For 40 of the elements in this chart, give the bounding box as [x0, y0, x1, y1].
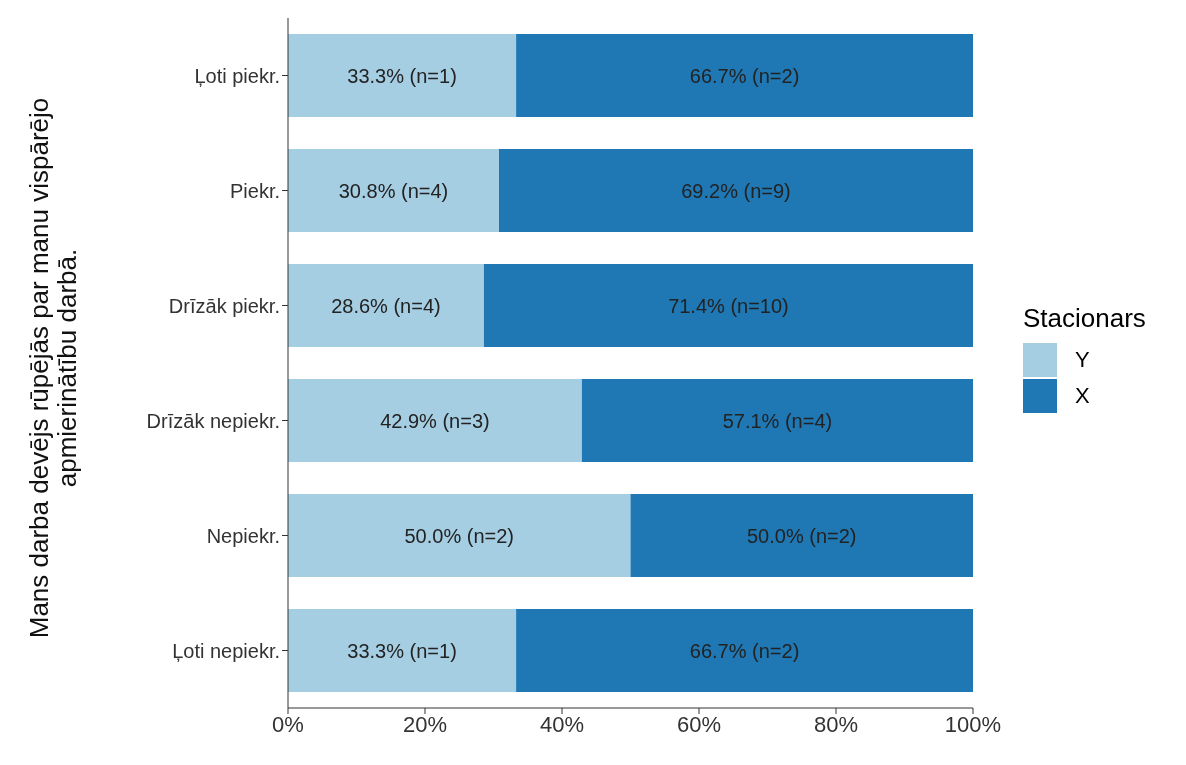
y-tick-label: Nepiekr. [206, 524, 280, 547]
legend-label: X [1075, 383, 1090, 409]
bar [630, 494, 973, 578]
x-tick-label: 0% [272, 711, 304, 737]
data-label: 57.1% (n=4) [722, 409, 833, 432]
bar [498, 149, 973, 233]
x-tick-label: 60% [676, 711, 722, 737]
bar [581, 379, 973, 463]
bar [516, 34, 973, 118]
y-tick-label: Ļoti piekr. [194, 64, 280, 87]
bar [288, 34, 517, 118]
x-tick-label: 20% [402, 711, 448, 737]
legend-label: Y [1075, 347, 1090, 373]
x-tick-label: 40% [539, 711, 585, 737]
legend-title: Stacionars [1023, 303, 1146, 334]
data-label: 33.3% (n=1) [347, 64, 457, 87]
y-tick-label: Piekr. [229, 179, 280, 202]
data-label: 66.7% (n=2) [689, 64, 800, 87]
bar [288, 494, 631, 578]
y-tick-label: Ļoti nepiekr. [172, 639, 280, 662]
bar [483, 264, 973, 348]
data-label: 28.6% (n=4) [331, 294, 441, 317]
bar [288, 264, 484, 348]
data-label: 33.3% (n=1) [347, 639, 457, 662]
data-label: 69.2% (n=9) [681, 179, 791, 202]
bar [516, 609, 973, 693]
bar [288, 149, 499, 233]
bar [288, 379, 582, 463]
data-label: 71.4% (n=10) [668, 294, 789, 317]
bar [288, 609, 517, 693]
x-tick-label: 100% [944, 711, 1002, 737]
data-label: 50.0% (n=2) [404, 524, 515, 547]
y-tick-label: Drīzāk piekr. [168, 294, 280, 317]
data-label: 66.7% (n=2) [689, 639, 800, 662]
data-label: 50.0% (n=2) [746, 524, 857, 547]
x-tick-label: 80% [813, 711, 859, 737]
data-label: 30.8% (n=4) [338, 179, 449, 202]
data-label: 42.9% (n=3) [380, 409, 490, 432]
y-tick-label: Drīzāk nepiekr. [146, 409, 280, 432]
y-axis-title: Mans darba devējs rūpējās par manu vispārējo apmierinātību darbā. [24, 96, 82, 641]
